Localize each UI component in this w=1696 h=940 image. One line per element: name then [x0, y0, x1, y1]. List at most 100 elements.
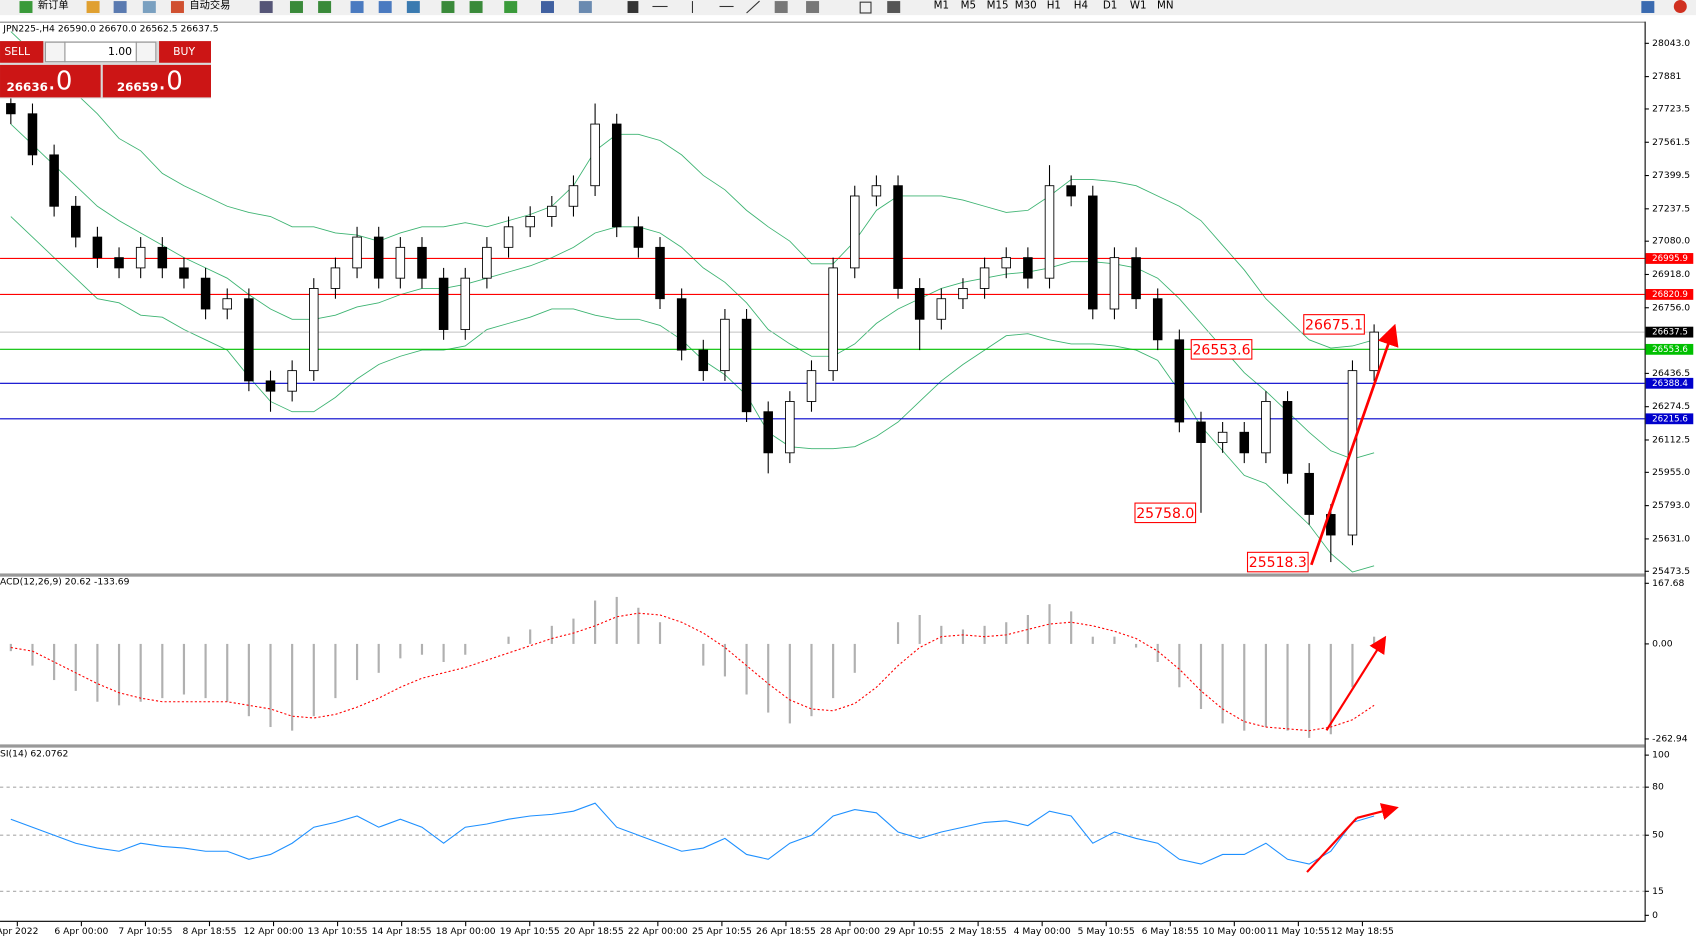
candle-body	[460, 277, 471, 330]
timeframe[interactable]: H4	[1074, 0, 1088, 11]
tool-icon[interactable]	[86, 1, 100, 13]
tool-icon[interactable]	[469, 1, 483, 13]
candle-body	[698, 349, 709, 372]
x-tick-label: 13 Apr 10:55	[308, 926, 368, 937]
candle-body	[1109, 257, 1120, 310]
timeframe[interactable]: M15	[987, 0, 1009, 11]
candle-body	[828, 267, 838, 372]
ask-box[interactable]	[102, 64, 212, 98]
macd-bar	[1221, 643, 1224, 724]
cursor[interactable]	[627, 1, 639, 13]
indicators[interactable]	[504, 1, 518, 13]
timeframe[interactable]: M30	[1015, 0, 1037, 11]
macd-bar	[139, 643, 142, 702]
annotation: 26675.1	[1305, 317, 1363, 333]
lot-value[interactable]: 1.00	[108, 45, 132, 58]
candle-body	[676, 298, 687, 351]
candle-body	[1131, 257, 1141, 300]
price-level-box	[1645, 289, 1694, 300]
macd-bar	[832, 643, 835, 699]
y-tick-label: 15	[1652, 886, 1664, 897]
macd-bar	[550, 625, 553, 644]
x-tick-label: Apr 2022	[0, 926, 38, 937]
candle-body	[763, 411, 773, 454]
lot-down[interactable]	[44, 41, 66, 63]
autotrade-icon[interactable]	[170, 1, 184, 13]
x-tick-label: 28 Apr 00:00	[820, 926, 880, 937]
periods[interactable]	[540, 1, 554, 13]
x-tick-label: 19 Apr 10:55	[500, 926, 560, 937]
candle-body	[633, 226, 644, 248]
autotrade[interactable]: 自动交易	[189, 0, 230, 11]
toolbar: 新订单 自动交易 M1 M5 M15 M30 H1 H4 D1 W1 MN	[0, 0, 1696, 16]
ask-frac[interactable]: .0	[158, 67, 183, 97]
macd-bar	[247, 643, 250, 717]
macd-bar	[355, 643, 359, 681]
price-level-box	[1645, 377, 1694, 389]
alert[interactable]	[1673, 0, 1687, 13]
trend-tool[interactable]	[746, 0, 760, 14]
bid-frac[interactable]: .0	[48, 67, 73, 97]
tool-icon[interactable]	[887, 1, 901, 13]
timeframe[interactable]: M1	[934, 0, 949, 11]
macd-bar	[1178, 643, 1181, 688]
timeframe[interactable]: MN	[1157, 0, 1174, 11]
bollinger-band	[10, 216, 1375, 573]
price-level-box	[1645, 343, 1694, 355]
bid-main[interactable]: 26636	[7, 80, 48, 94]
buy-button[interactable]	[159, 41, 212, 63]
trade-panel: SELL 1.00 BUY 26636 .0 26659 .0	[0, 41, 212, 99]
macd-bar	[702, 643, 705, 666]
macd-bar	[810, 643, 813, 717]
new-order-icon[interactable]	[19, 1, 33, 13]
macd-bar	[53, 643, 56, 681]
timeframe[interactable]: H1	[1047, 0, 1061, 11]
candle-body	[244, 298, 254, 382]
text-label-tool[interactable]	[859, 1, 872, 14]
new-order[interactable]: 新订单	[38, 0, 69, 11]
timeframe[interactable]: D1	[1103, 0, 1117, 11]
annotation-box	[1134, 502, 1197, 524]
macd-bar	[1005, 622, 1008, 644]
sell-label[interactable]: SELL	[4, 45, 30, 58]
macd-bar	[182, 643, 186, 695]
tool-icon[interactable]	[406, 1, 420, 13]
candle-body	[547, 205, 557, 217]
tool-icon[interactable]	[259, 1, 273, 13]
x-tick-label: 7 Apr 10:55	[118, 926, 172, 937]
zoom-out[interactable]	[378, 1, 392, 13]
zoom-in[interactable]	[350, 1, 364, 13]
tool-icon[interactable]	[318, 1, 332, 13]
macd-bar	[940, 625, 943, 644]
ask-main[interactable]: 26659	[117, 80, 158, 94]
buy-label[interactable]: BUY	[173, 45, 195, 58]
lot-up[interactable]	[135, 41, 157, 63]
search[interactable]	[1641, 1, 1655, 13]
timeframe[interactable]: W1	[1130, 0, 1147, 11]
tool-icon[interactable]	[113, 1, 127, 13]
tool-icon[interactable]	[142, 1, 156, 13]
macd-bar	[745, 643, 748, 695]
bollinger-band	[10, 123, 1375, 460]
macd-bar	[1351, 643, 1354, 688]
tool-icon[interactable]	[774, 1, 788, 13]
templates[interactable]	[578, 1, 592, 13]
x-tick-label: 25 Apr 10:55	[692, 926, 752, 937]
bid-box[interactable]	[0, 64, 101, 98]
timeframe[interactable]: M5	[961, 0, 976, 11]
tool-icon[interactable]	[441, 1, 455, 13]
tool-icon[interactable]	[806, 1, 820, 13]
macd-bar	[1026, 614, 1029, 644]
tool-icon[interactable]	[289, 1, 303, 13]
macd-bar	[1286, 643, 1289, 731]
candle-body	[395, 246, 406, 279]
macd-bar	[961, 629, 965, 644]
candle-body	[871, 185, 882, 197]
candle-body	[1001, 257, 1011, 269]
candle-body	[1174, 339, 1185, 423]
sell-button[interactable]	[0, 41, 44, 63]
indicator-title: ACD(12,26,9) 20.62 -133.69	[0, 577, 130, 588]
candle-body	[114, 257, 124, 269]
